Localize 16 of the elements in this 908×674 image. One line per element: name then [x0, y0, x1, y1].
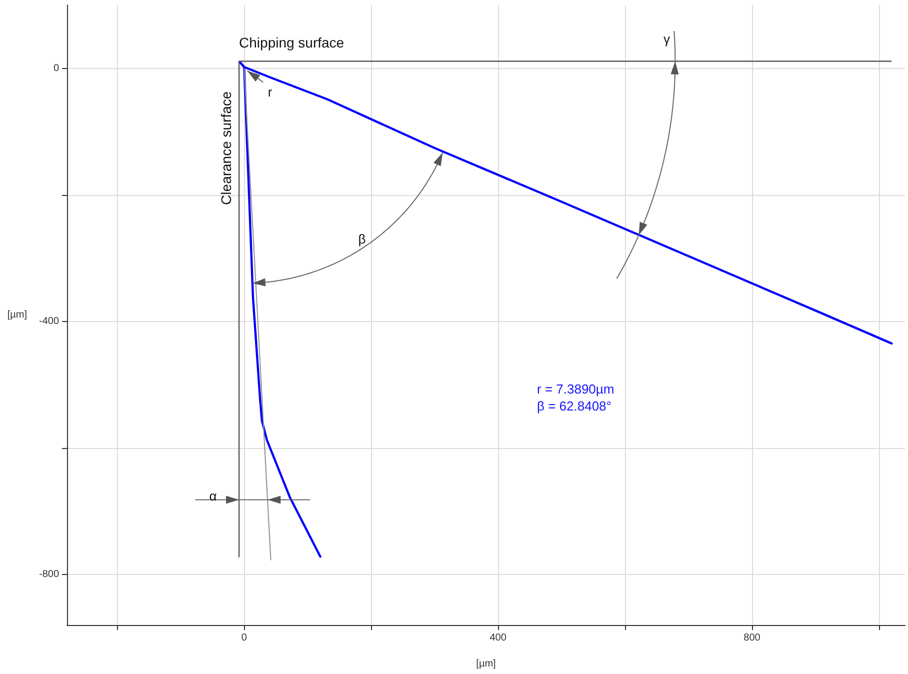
annotation: γ	[664, 31, 670, 46]
y-tick-label: -800	[38, 568, 60, 580]
series-label: Chipping surface	[239, 34, 344, 50]
y-tick-label: 0	[53, 62, 60, 74]
x-tick-label: 800	[744, 632, 761, 644]
annotation: β	[358, 231, 366, 246]
y-tick-label: -400	[38, 316, 60, 327]
x-tick-label: 400	[490, 632, 507, 644]
annotation: r = 7.3890µm	[537, 381, 614, 396]
annotation: β = 62.8408°	[537, 398, 612, 414]
x-axis-title: [µm]	[476, 658, 496, 670]
text: Clearance surface	[218, 91, 234, 205]
annotation: r	[268, 84, 273, 100]
y-axis-title: [µm]	[7, 310, 28, 320]
x-tick-label: 0	[241, 632, 248, 644]
annotation: α	[209, 488, 218, 504]
